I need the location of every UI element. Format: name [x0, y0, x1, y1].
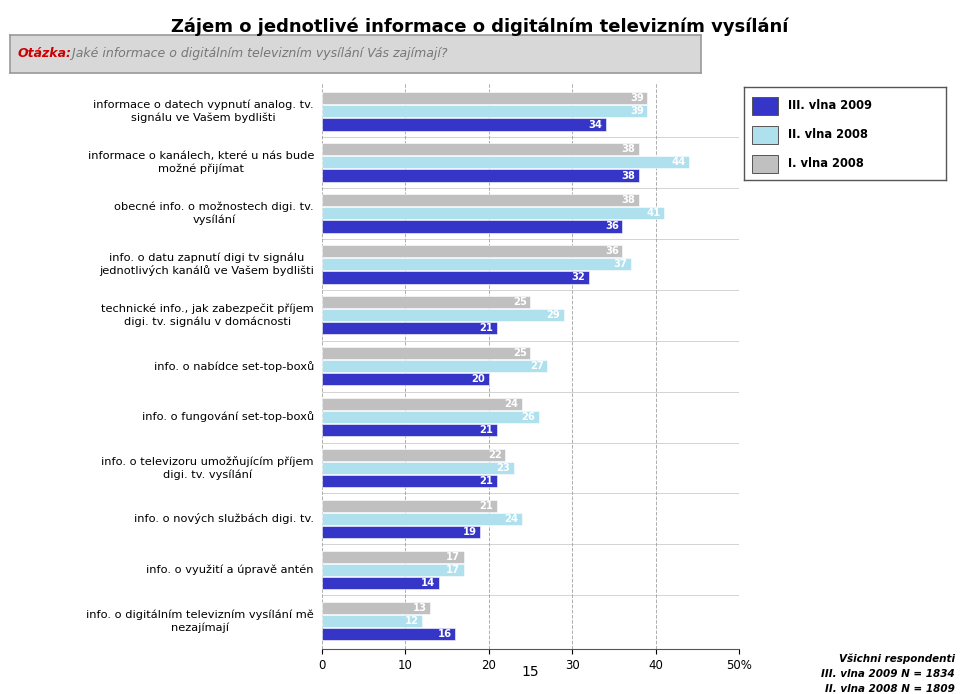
FancyBboxPatch shape: [752, 97, 779, 115]
Text: info. o fungování set-top-boxů: info. o fungování set-top-boxů: [142, 412, 314, 423]
Bar: [322, 513, 522, 525]
Text: 23: 23: [496, 463, 511, 473]
Text: 24: 24: [505, 514, 518, 524]
Bar: [322, 245, 622, 257]
Text: 21: 21: [480, 476, 493, 486]
Text: 27: 27: [530, 361, 543, 371]
Text: 29: 29: [546, 310, 561, 320]
Bar: [322, 564, 464, 576]
Text: 26: 26: [521, 412, 536, 422]
Text: 17: 17: [446, 565, 460, 575]
Text: I. vlna 2008: I. vlna 2008: [788, 157, 864, 170]
Bar: [322, 360, 547, 372]
Text: info. o využití a úpravě antén: info. o využití a úpravě antén: [147, 565, 314, 575]
Text: 17: 17: [446, 552, 460, 561]
Bar: [322, 628, 455, 640]
Text: II. vlna 2008: II. vlna 2008: [788, 128, 869, 141]
Text: obecné info. o možnostech digi. tv.
vysílání: obecné info. o možnostech digi. tv. vysí…: [114, 201, 314, 225]
Bar: [322, 500, 497, 511]
Bar: [322, 347, 531, 359]
Text: technické info., jak zabezpečit příjem
digi. tv. signálu v domácnosti: technické info., jak zabezpečit příjem d…: [101, 303, 314, 327]
Bar: [322, 169, 639, 182]
Bar: [322, 411, 539, 423]
Bar: [322, 322, 497, 335]
Text: 15: 15: [521, 665, 540, 679]
Text: 41: 41: [646, 208, 660, 218]
Text: 44: 44: [671, 158, 685, 167]
Bar: [322, 309, 564, 321]
Text: 14: 14: [420, 578, 435, 588]
Bar: [322, 143, 639, 155]
Bar: [322, 475, 497, 487]
Text: 36: 36: [605, 246, 619, 256]
Text: 39: 39: [630, 93, 644, 103]
Text: info. o datu zapnutí digi tv signálu
jednotlivých kanálů ve Vašem bydlišti: info. o datu zapnutí digi tv signálu jed…: [99, 252, 314, 276]
Text: 39: 39: [630, 106, 644, 117]
Text: 20: 20: [471, 374, 486, 384]
Text: 13: 13: [413, 602, 427, 613]
Text: 38: 38: [622, 195, 636, 205]
Text: info. o televizoru umožňujícím příjem
digi. tv. vysílání: info. o televizoru umožňujícím příjem di…: [102, 456, 314, 480]
Text: 25: 25: [514, 348, 527, 358]
Text: 16: 16: [438, 629, 452, 639]
Text: 32: 32: [572, 273, 586, 282]
Text: 12: 12: [404, 616, 419, 626]
Bar: [322, 373, 489, 385]
Text: info. o digitálním televizním vysílání mě
nezajímají: info. o digitálním televizním vysílání m…: [86, 609, 314, 633]
Text: 19: 19: [463, 527, 477, 537]
FancyBboxPatch shape: [752, 155, 779, 173]
Text: III. vlna 2009: III. vlna 2009: [788, 99, 873, 112]
Text: 38: 38: [622, 171, 636, 180]
Bar: [322, 550, 464, 563]
Bar: [322, 577, 439, 589]
Bar: [322, 119, 606, 130]
Text: 34: 34: [588, 119, 602, 130]
Bar: [322, 221, 622, 232]
Text: 21: 21: [480, 323, 493, 333]
Bar: [322, 526, 480, 539]
Text: III. vlna 2009 N = 1834: III. vlna 2009 N = 1834: [822, 669, 955, 679]
FancyBboxPatch shape: [752, 126, 779, 144]
Bar: [322, 194, 639, 206]
Text: Zájem o jednotlivé informace o digitálním televizním vysílání: Zájem o jednotlivé informace o digitální…: [171, 17, 789, 36]
Text: Jaké informace o digitálním televizním vysílání Vás zajímají?: Jaké informace o digitálním televizním v…: [68, 47, 448, 60]
Text: Otázka:: Otázka:: [18, 47, 72, 60]
Text: 24: 24: [505, 399, 518, 409]
Bar: [322, 462, 514, 474]
Text: 36: 36: [605, 221, 619, 232]
Bar: [322, 258, 631, 270]
Bar: [322, 156, 689, 169]
Text: informace o kanálech, které u nás bude
možné přijímat: informace o kanálech, které u nás bude m…: [87, 151, 314, 174]
Text: 25: 25: [514, 297, 527, 307]
Text: 38: 38: [622, 144, 636, 154]
Text: info. o nabídce set-top-boxů: info. o nabídce set-top-boxů: [154, 361, 314, 371]
Bar: [322, 271, 588, 284]
Text: II. vlna 2008 N = 1809: II. vlna 2008 N = 1809: [826, 684, 955, 694]
Bar: [322, 424, 497, 437]
Bar: [322, 207, 664, 219]
Text: 21: 21: [480, 425, 493, 435]
Text: informace o datech vypnutí analog. tv.
signálu ve Vašem bydlišti: informace o datech vypnutí analog. tv. s…: [93, 99, 314, 123]
Text: 22: 22: [489, 450, 502, 459]
Bar: [322, 448, 505, 461]
Text: 21: 21: [480, 500, 493, 511]
Text: info. o nových službách digi. tv.: info. o nových službách digi. tv.: [134, 514, 314, 525]
Text: 37: 37: [613, 259, 627, 269]
Bar: [322, 615, 421, 627]
Text: Všichni respondenti: Všichni respondenti: [839, 654, 955, 664]
Bar: [322, 105, 647, 117]
Bar: [322, 296, 531, 308]
Bar: [322, 92, 647, 104]
Bar: [322, 398, 522, 410]
Bar: [322, 602, 430, 613]
